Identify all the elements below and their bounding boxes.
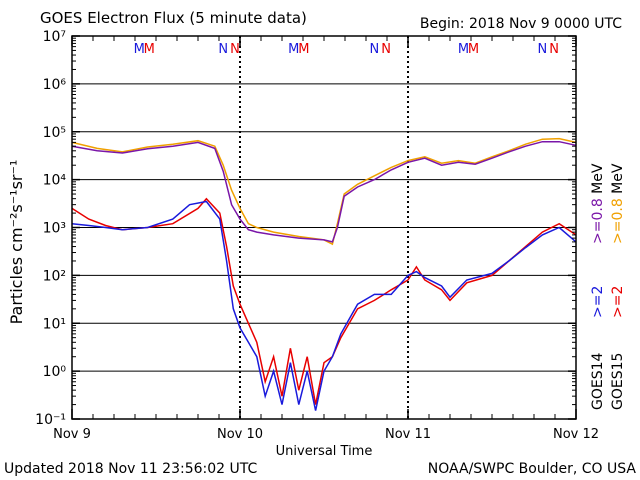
series-line (71, 200, 577, 411)
updated-time: Updated 2018 Nov 11 23:56:02 UTC (4, 461, 257, 477)
legend-entry: GOES14 (590, 352, 606, 410)
chart-title: GOES Electron Flux (5 minute data) (40, 9, 307, 27)
legend-label: >=0.8 (590, 198, 606, 244)
y-tick-label: 10³ (43, 221, 66, 237)
marker-letter: N (549, 42, 559, 57)
marker-letter: M (298, 42, 309, 57)
marker-letter: M (144, 42, 155, 57)
day-markers: MM N N MM N N MM N N (134, 42, 559, 57)
legend-label: GOES14 (590, 352, 606, 410)
y-tick-label: 10⁵ (43, 125, 66, 141)
marker-letter: N (218, 42, 228, 57)
x-tick-label: Nov 10 (217, 427, 263, 442)
marker-letter: N (230, 42, 240, 57)
marker-letter: M (288, 42, 299, 57)
x-axis-label: Universal Time (276, 444, 373, 459)
marker-letter: N (381, 42, 391, 57)
x-tick-label: Nov 9 (53, 427, 91, 442)
legend-label: MeV (610, 163, 626, 198)
legend-entry: >=0.8 MeV (590, 163, 606, 244)
marker-letter: M (458, 42, 469, 57)
x-axis-ticks: Nov 9 Nov 10 Nov 11 Nov 12 (53, 36, 599, 442)
data-series (71, 137, 577, 411)
legend-label: GOES15 (610, 353, 626, 410)
y-tick-label: 10⁶ (43, 77, 67, 93)
marker-letter: M (134, 42, 145, 57)
grid-lines (72, 36, 576, 419)
y-axis-label: Particles cm⁻²s⁻¹sr⁻¹ (7, 160, 26, 325)
begin-time: Begin: 2018 Nov 9 0000 UTC (420, 16, 622, 32)
y-tick-label: 10⁰ (43, 364, 67, 380)
legend-entry: >=2 (590, 286, 606, 318)
y-tick-label: 10⁴ (43, 173, 67, 189)
legend-label: >=2 (590, 286, 606, 318)
x-tick-label: Nov 12 (553, 427, 599, 442)
marker-letter: N (370, 42, 380, 57)
legend-entry: >=2 (610, 286, 626, 318)
credit: NOAA/SWPC Boulder, CO USA (428, 461, 637, 477)
legend-label: >=0.8 (610, 198, 626, 244)
y-axis-ticks: 10⁻¹ 10⁰ 10¹ 10² 10³ 10⁴ 10⁵ 10⁶ 10⁷ (35, 29, 576, 428)
y-tick-label: 10² (43, 268, 66, 284)
legend-entry: GOES15 (610, 353, 626, 410)
legend-label: MeV (590, 163, 606, 198)
series-line (71, 140, 577, 243)
marker-letter: N (538, 42, 548, 57)
legend-label: >=2 (610, 286, 626, 318)
series-line (71, 197, 577, 405)
legend-entry: >=0.8 MeV (610, 163, 626, 244)
y-tick-label: 10¹ (43, 316, 66, 332)
marker-letter: M (468, 42, 479, 57)
y-tick-label: 10⁻¹ (35, 412, 66, 428)
y-tick-label: 10⁷ (43, 29, 66, 45)
x-tick-label: Nov 11 (385, 427, 431, 442)
